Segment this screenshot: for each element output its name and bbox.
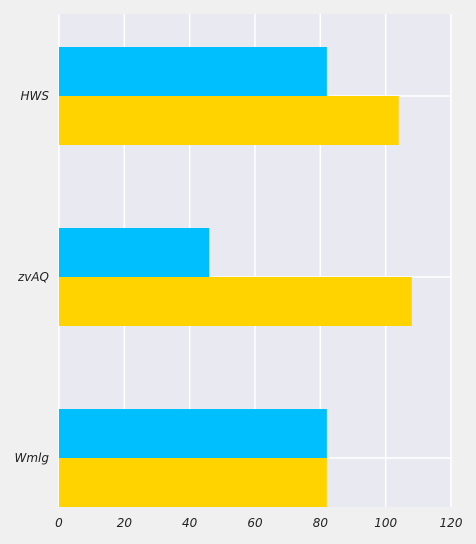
x-tick-label: 100 (374, 516, 397, 530)
x-axis-tick-labels: 0 20 40 60 80 100 120 (55, 516, 463, 530)
category-label: zvAQ (17, 270, 49, 284)
bar-zvAQ-series-1 (59, 228, 210, 277)
category-label: HWS (20, 89, 49, 103)
x-tick-label: 80 (313, 516, 329, 530)
bar-zvAQ-series-2 (59, 277, 412, 326)
bar-Wmlg-series-2 (59, 458, 327, 507)
y-axis-category-labels: HWS zvAQ Wmlg (14, 89, 49, 465)
bar-HWS-series-1 (59, 47, 327, 96)
bar-Wmlg-series-1 (59, 409, 327, 458)
bar-HWS-series-2 (59, 96, 399, 145)
x-tick-label: 0 (55, 516, 63, 530)
x-tick-label: 40 (182, 516, 198, 530)
bars (59, 47, 412, 507)
x-tick-label: 120 (440, 516, 463, 530)
x-tick-label: 20 (117, 516, 133, 530)
category-label: Wmlg (14, 451, 49, 465)
x-tick-label: 60 (247, 516, 263, 530)
